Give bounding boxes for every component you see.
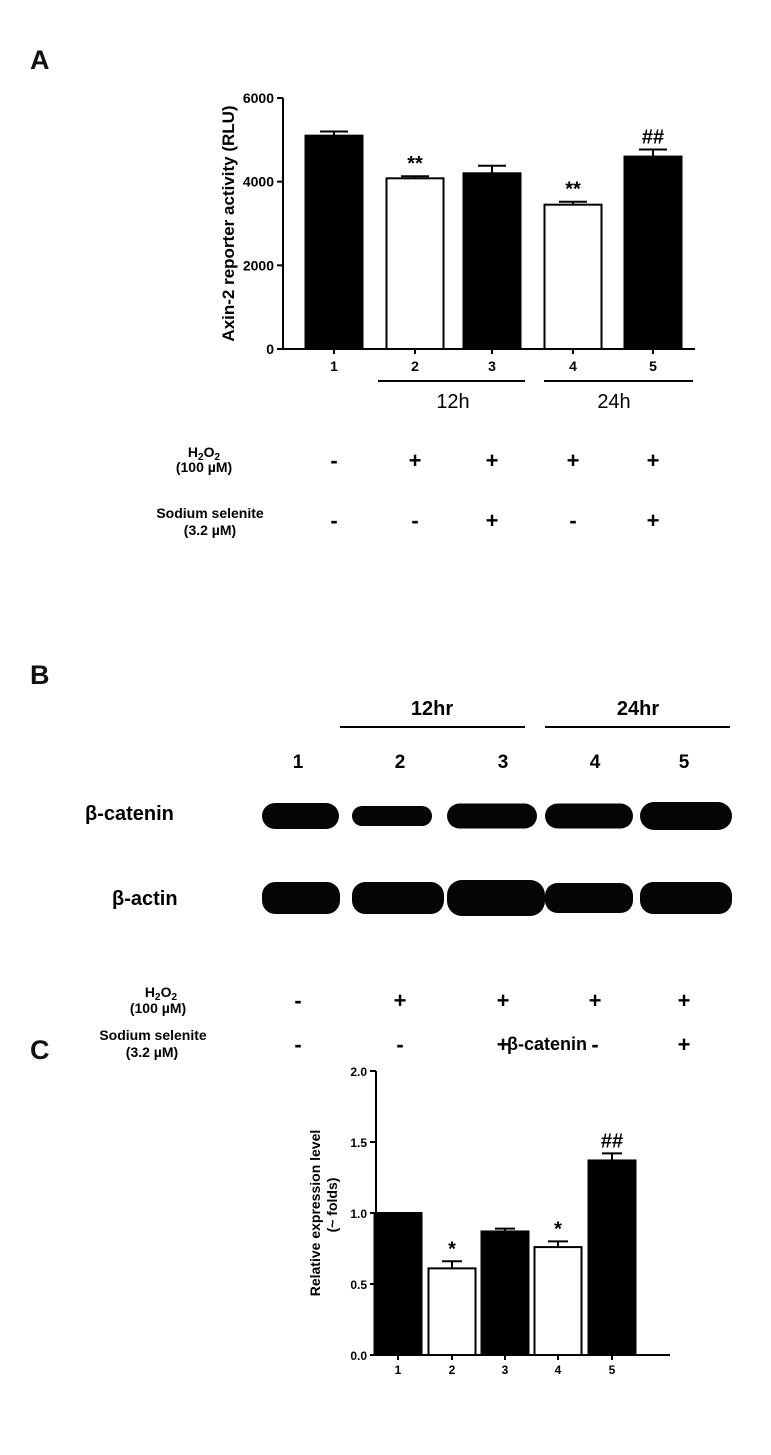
panel-a-bar-5 [623,155,683,350]
panel-c-x-tick-label: 1 [395,1363,402,1377]
blot-band-beta-catenin [447,803,537,829]
blot-band-beta-actin [447,880,545,916]
panel-a-sign: + [647,448,660,473]
blot-band-beta-catenin [640,802,732,830]
blot-lane-label: 2 [395,752,406,773]
panel-a-sign: + [486,508,499,533]
panel-a-sign: - [330,448,337,473]
blot-h2o2-label: H2O2 [145,984,178,1003]
panel-a-significance: ## [642,126,664,148]
panel-a-sign: - [411,508,418,533]
panel-c-bar-4 [533,1246,583,1356]
panel-c-bar-3 [480,1230,530,1356]
panel-a-y-tick-label: 4000 [243,174,274,190]
blot-lane-label: 1 [293,752,304,773]
panel-a-group-24h: 24h [597,391,630,413]
panel-c-y-tick-label: 2.0 [350,1065,367,1079]
panel-a-x-tick-label: 5 [649,358,657,374]
blot-group-12hr: 12hr [411,698,453,720]
blot-band-beta-catenin [545,803,633,829]
panel-a-significance: ** [565,179,581,201]
panel-c-y-tick-label: 0.5 [350,1278,367,1292]
panel-a-y-tick-label: 2000 [243,257,274,273]
panel-c-y-axis-label-2: (~ folds) [324,1178,340,1233]
blot-sign: + [497,988,510,1013]
panel-c-x-tick-label: 3 [502,1363,509,1377]
panel-c-y-axis-label: Relative expression level [307,1130,323,1297]
panel-letter-a: A [30,45,50,75]
panel-a-significance: ** [407,153,423,175]
panel-letter-c: C [30,1035,50,1065]
panel-c-significance: ## [601,1130,623,1152]
panel-a-x-tick-label: 2 [411,358,419,374]
panel-a-sign: - [569,508,576,533]
blot-band-beta-catenin [262,803,339,829]
blot-lane-label: 5 [679,752,690,773]
blot-band-beta-catenin [352,806,432,826]
selenite-label: Sodium selenite [156,505,264,521]
panel-a-conditions: H2O2 (100 µM) Sodium selenite (3.2 µM) -… [156,444,660,538]
panel-c-y-tick-label: 1.0 [350,1207,367,1221]
blot-lane-label: 4 [590,752,601,773]
panel-a-sign: + [409,448,422,473]
blot-band-beta-actin [262,882,340,914]
panel-a-y-tick-label: 6000 [243,90,274,106]
panel-a-x-tick-label: 3 [488,358,496,374]
blot-band-beta-actin [545,883,633,913]
blot-band-beta-actin [640,882,732,914]
panel-a-x-tick-label: 1 [330,358,338,374]
blot-selenite-label: Sodium selenite [99,1027,207,1043]
panel-c-y-tick-label: 0.0 [350,1349,367,1363]
panel-a-sign: + [486,448,499,473]
panel-c-bar-1 [373,1212,423,1356]
panel-a-y-tick-label: 0 [266,341,274,357]
panel-a-x-tick-label: 4 [569,358,577,374]
h2o2-label: H2O2 [188,444,221,463]
panel-a-bar-3 [462,172,522,350]
panel-c-x-tick-label: 4 [555,1363,562,1377]
blot-band-beta-actin [352,882,444,914]
panel-a-group-12h: 12h [436,391,469,413]
panel-a-bar-2 [385,177,445,350]
panel-c-x-tick-label: 5 [609,1363,616,1377]
panel-a-sign: - [330,508,337,533]
panel-a-sign: + [647,508,660,533]
panel-c-bar-5 [587,1159,637,1356]
panel-c-y-tick-label: 1.5 [350,1136,367,1150]
blot-sign: + [497,1032,510,1057]
panel-a-y-axis-label: Axin-2 reporter activity (RLU) [219,105,238,341]
panel-b-western-blot: 12hr 24hr 1 2 3 4 5 β-catenin β-actin H2O2 (… [85,698,732,1060]
blot-selenite-dose: (3.2 µM) [126,1044,178,1060]
panel-a-bar-chart: 0 2000 4000 6000 1 ** 2 3 ** 4 ## 5 Axin-2 reporter … [219,90,695,413]
blot-sign: - [294,1032,301,1057]
panel-c-title: β-catenin [507,1034,587,1054]
blot-h2o2-dose: (100 µM) [130,1000,186,1016]
blot-sign: + [678,1032,691,1057]
blot-sign: + [678,988,691,1013]
panel-letter-b: B [30,660,50,690]
blot-sign: + [394,988,407,1013]
panel-c-x-tick-label: 2 [449,1363,456,1377]
blot-row-beta-actin: β-actin [112,888,178,910]
blot-sign: - [591,1032,598,1057]
blot-sign: + [589,988,602,1013]
blot-sign: - [396,1032,403,1057]
panel-c-significance: * [448,1238,456,1260]
blot-sign: - [294,988,301,1013]
blot-row-beta-catenin: β-catenin [85,803,174,825]
blot-lane-label: 3 [498,752,509,773]
selenite-dose: (3.2 µM) [184,522,236,538]
panel-c-significance: * [554,1218,562,1240]
blot-group-24hr: 24hr [617,698,659,720]
h2o2-dose: (100 µM) [176,459,232,475]
panel-c-bar-2 [427,1267,477,1357]
panel-a-sign: + [567,448,580,473]
